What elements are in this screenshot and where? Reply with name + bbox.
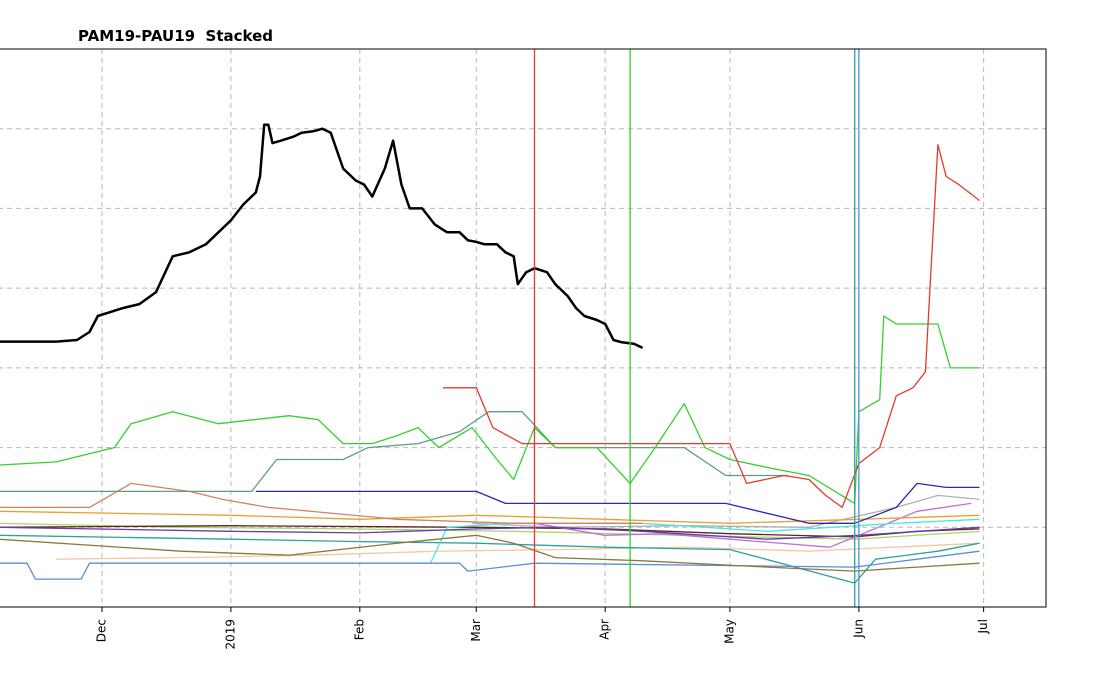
series-line-5 (255, 482, 980, 524)
series-line-2 (0, 315, 980, 505)
series-line-0 (0, 123, 644, 350)
x-tick-label-7: Jul (976, 619, 990, 634)
axes-layer (0, 48, 1047, 608)
x-tick-label-6: Jun (851, 619, 865, 639)
series-layer (0, 123, 980, 584)
plot-frame (0, 48, 1047, 608)
series-line-10 (0, 510, 980, 524)
series-line-15 (56, 542, 980, 560)
x-tick-label-1: 2019 (223, 619, 237, 650)
x-tick-label-5: May (722, 619, 736, 644)
x-tick-label-0: Dec (94, 619, 108, 642)
series-line-6 (0, 526, 980, 540)
series-line-7 (0, 534, 980, 572)
series-line-3 (0, 411, 789, 493)
x-tick-label-2: Feb (352, 619, 366, 640)
series-line-1 (443, 144, 980, 509)
marker-layer (533, 49, 860, 607)
series-line-8 (0, 550, 980, 580)
series-line-4 (0, 482, 643, 524)
tick-layer: Dec 2019 Feb Mar Apr May Jun Jul (94, 607, 990, 650)
series-line-14 (0, 534, 980, 584)
series-line-11 (492, 502, 972, 548)
x-tick-label-4: Apr (598, 619, 612, 640)
x-tick-label-3: Mar (469, 619, 483, 642)
chart-title: PAM19-PAU19 Stacked (78, 27, 273, 45)
